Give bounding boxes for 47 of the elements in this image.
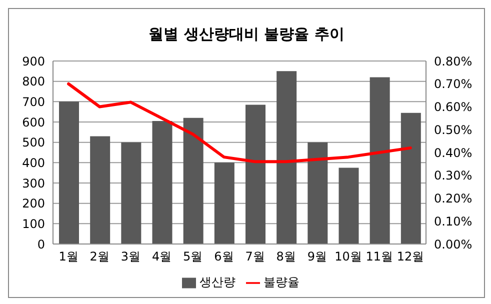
chart-title: 월별 생산량대비 불량율 추이 [148,25,346,45]
y-tick-label: 200 [22,196,45,211]
y2-tick-label: 0.70% [434,77,472,92]
x-tick-label: 5월 [183,250,203,264]
y-tick-label: 600 [22,115,45,130]
bar [152,120,172,244]
bar [214,162,234,244]
y2-tick-label: 0.10% [434,214,472,228]
legend-label: 불량율 [264,275,300,289]
x-tick-label: 7월 [245,250,265,264]
bar [121,142,142,244]
y2-tick-label: 0.00% [434,237,472,252]
x-tick-label: 11월 [366,250,394,264]
y-tick-label: 700 [22,94,45,109]
bar [183,118,204,244]
x-tick-label: 3월 [120,250,141,264]
y-tick-label: 900 [22,54,45,68]
bar [59,102,79,244]
y2-tick-label: 0.20% [434,192,472,206]
x-tick-label: 9월 [307,250,328,264]
bar [246,104,266,244]
y-tick-label: 0 [37,237,45,252]
x-tick-label: 1월 [58,250,78,264]
bar [90,136,110,244]
y2-tick-label: 0.40% [434,146,472,160]
bar [370,77,390,244]
y-tick-label: 300 [22,176,45,190]
y2-tick-label: 0.50% [434,122,472,137]
y-tick-label: 400 [22,156,45,170]
line-series [67,82,412,164]
x-tick-label: 10월 [334,250,362,264]
bar [400,112,421,244]
legend-label: 생산량 [200,275,236,289]
bar [308,142,328,244]
x-tick-label: 6월 [214,250,234,264]
bar [276,71,297,244]
x-tick-label: 8월 [276,250,296,264]
y-tick-label: 100 [22,216,45,231]
x-tick-label: 2월 [90,250,110,264]
y2-tick-label: 0.30% [434,168,472,183]
x-tick-label: 4월 [152,250,172,264]
y-tick-label: 800 [22,74,45,89]
y2-tick-label: 0.80% [434,54,472,68]
x-tick-label: 12월 [396,250,424,264]
y2-tick-label: 0.60% [434,100,472,114]
bar [338,168,359,244]
y-tick-label: 500 [22,136,45,150]
